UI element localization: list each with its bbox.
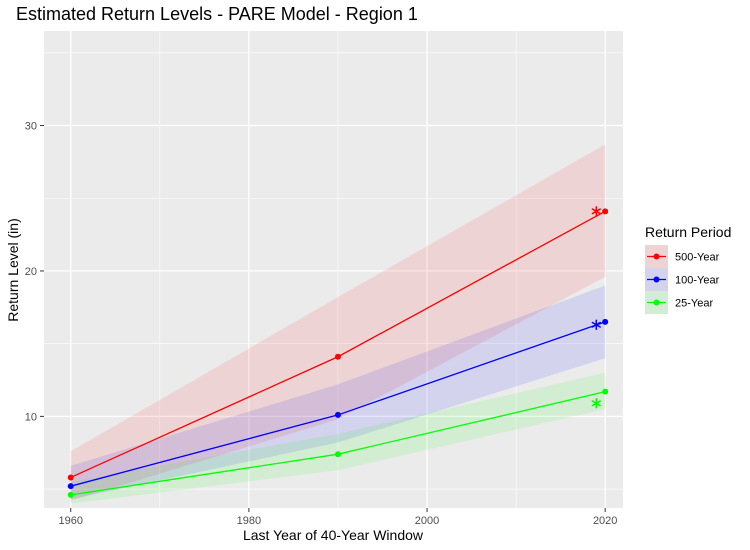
legend-key-point — [653, 276, 660, 283]
y-axis-title: Return Level (in) — [5, 218, 21, 322]
star-stroke — [591, 321, 601, 328]
y-tick-label: 30 — [25, 121, 37, 133]
legend-key-point — [653, 299, 660, 306]
x-tick-label: 2020 — [593, 515, 617, 527]
minor-gridlines — [44, 31, 623, 508]
band-500-Year — [70, 144, 606, 501]
chart-title: Estimated Return Levels - PARE Model - R… — [16, 4, 418, 24]
star-stroke — [591, 400, 601, 407]
x-axis-ticks: 1960 1980 2000 2020 — [58, 508, 617, 527]
star-500-Year — [591, 206, 601, 217]
point-100-Year — [67, 483, 74, 490]
point-100-Year — [334, 411, 341, 418]
legend-key-point — [653, 253, 660, 260]
y-axis-ticks: 10 20 30 — [25, 121, 44, 423]
star-25-Year — [591, 398, 601, 409]
y-tick-label: 10 — [25, 411, 37, 423]
point-25-Year — [334, 451, 341, 458]
point-100-Year — [602, 318, 609, 325]
x-axis-title: Last Year of 40-Year Window — [243, 527, 424, 543]
star-100-Year — [591, 319, 601, 331]
x-tick-label: 1960 — [58, 515, 82, 527]
series-star-markers — [591, 206, 601, 409]
point-500-Year — [602, 208, 609, 215]
x-tick-label: 1980 — [237, 515, 261, 527]
legend-label: 500-Year — [675, 252, 720, 264]
major-gridlines — [44, 31, 623, 508]
legend: Return Period 500-Year 100-Year 25-Year — [645, 224, 731, 314]
star-stroke — [591, 208, 601, 215]
point-500-Year — [334, 353, 341, 360]
y-tick-label: 20 — [25, 266, 37, 278]
band-100-Year — [70, 285, 606, 500]
point-25-Year — [67, 491, 74, 498]
legend-label: 100-Year — [675, 275, 720, 287]
legend-title: Return Period — [645, 224, 731, 240]
point-500-Year — [67, 474, 74, 481]
plot-panel — [44, 31, 623, 508]
confidence-bands — [70, 144, 606, 504]
band-25-Year — [70, 372, 606, 504]
series-points — [67, 208, 609, 498]
point-25-Year — [602, 388, 609, 395]
legend-label: 25-Year — [675, 298, 713, 310]
x-tick-label: 2000 — [415, 515, 439, 527]
